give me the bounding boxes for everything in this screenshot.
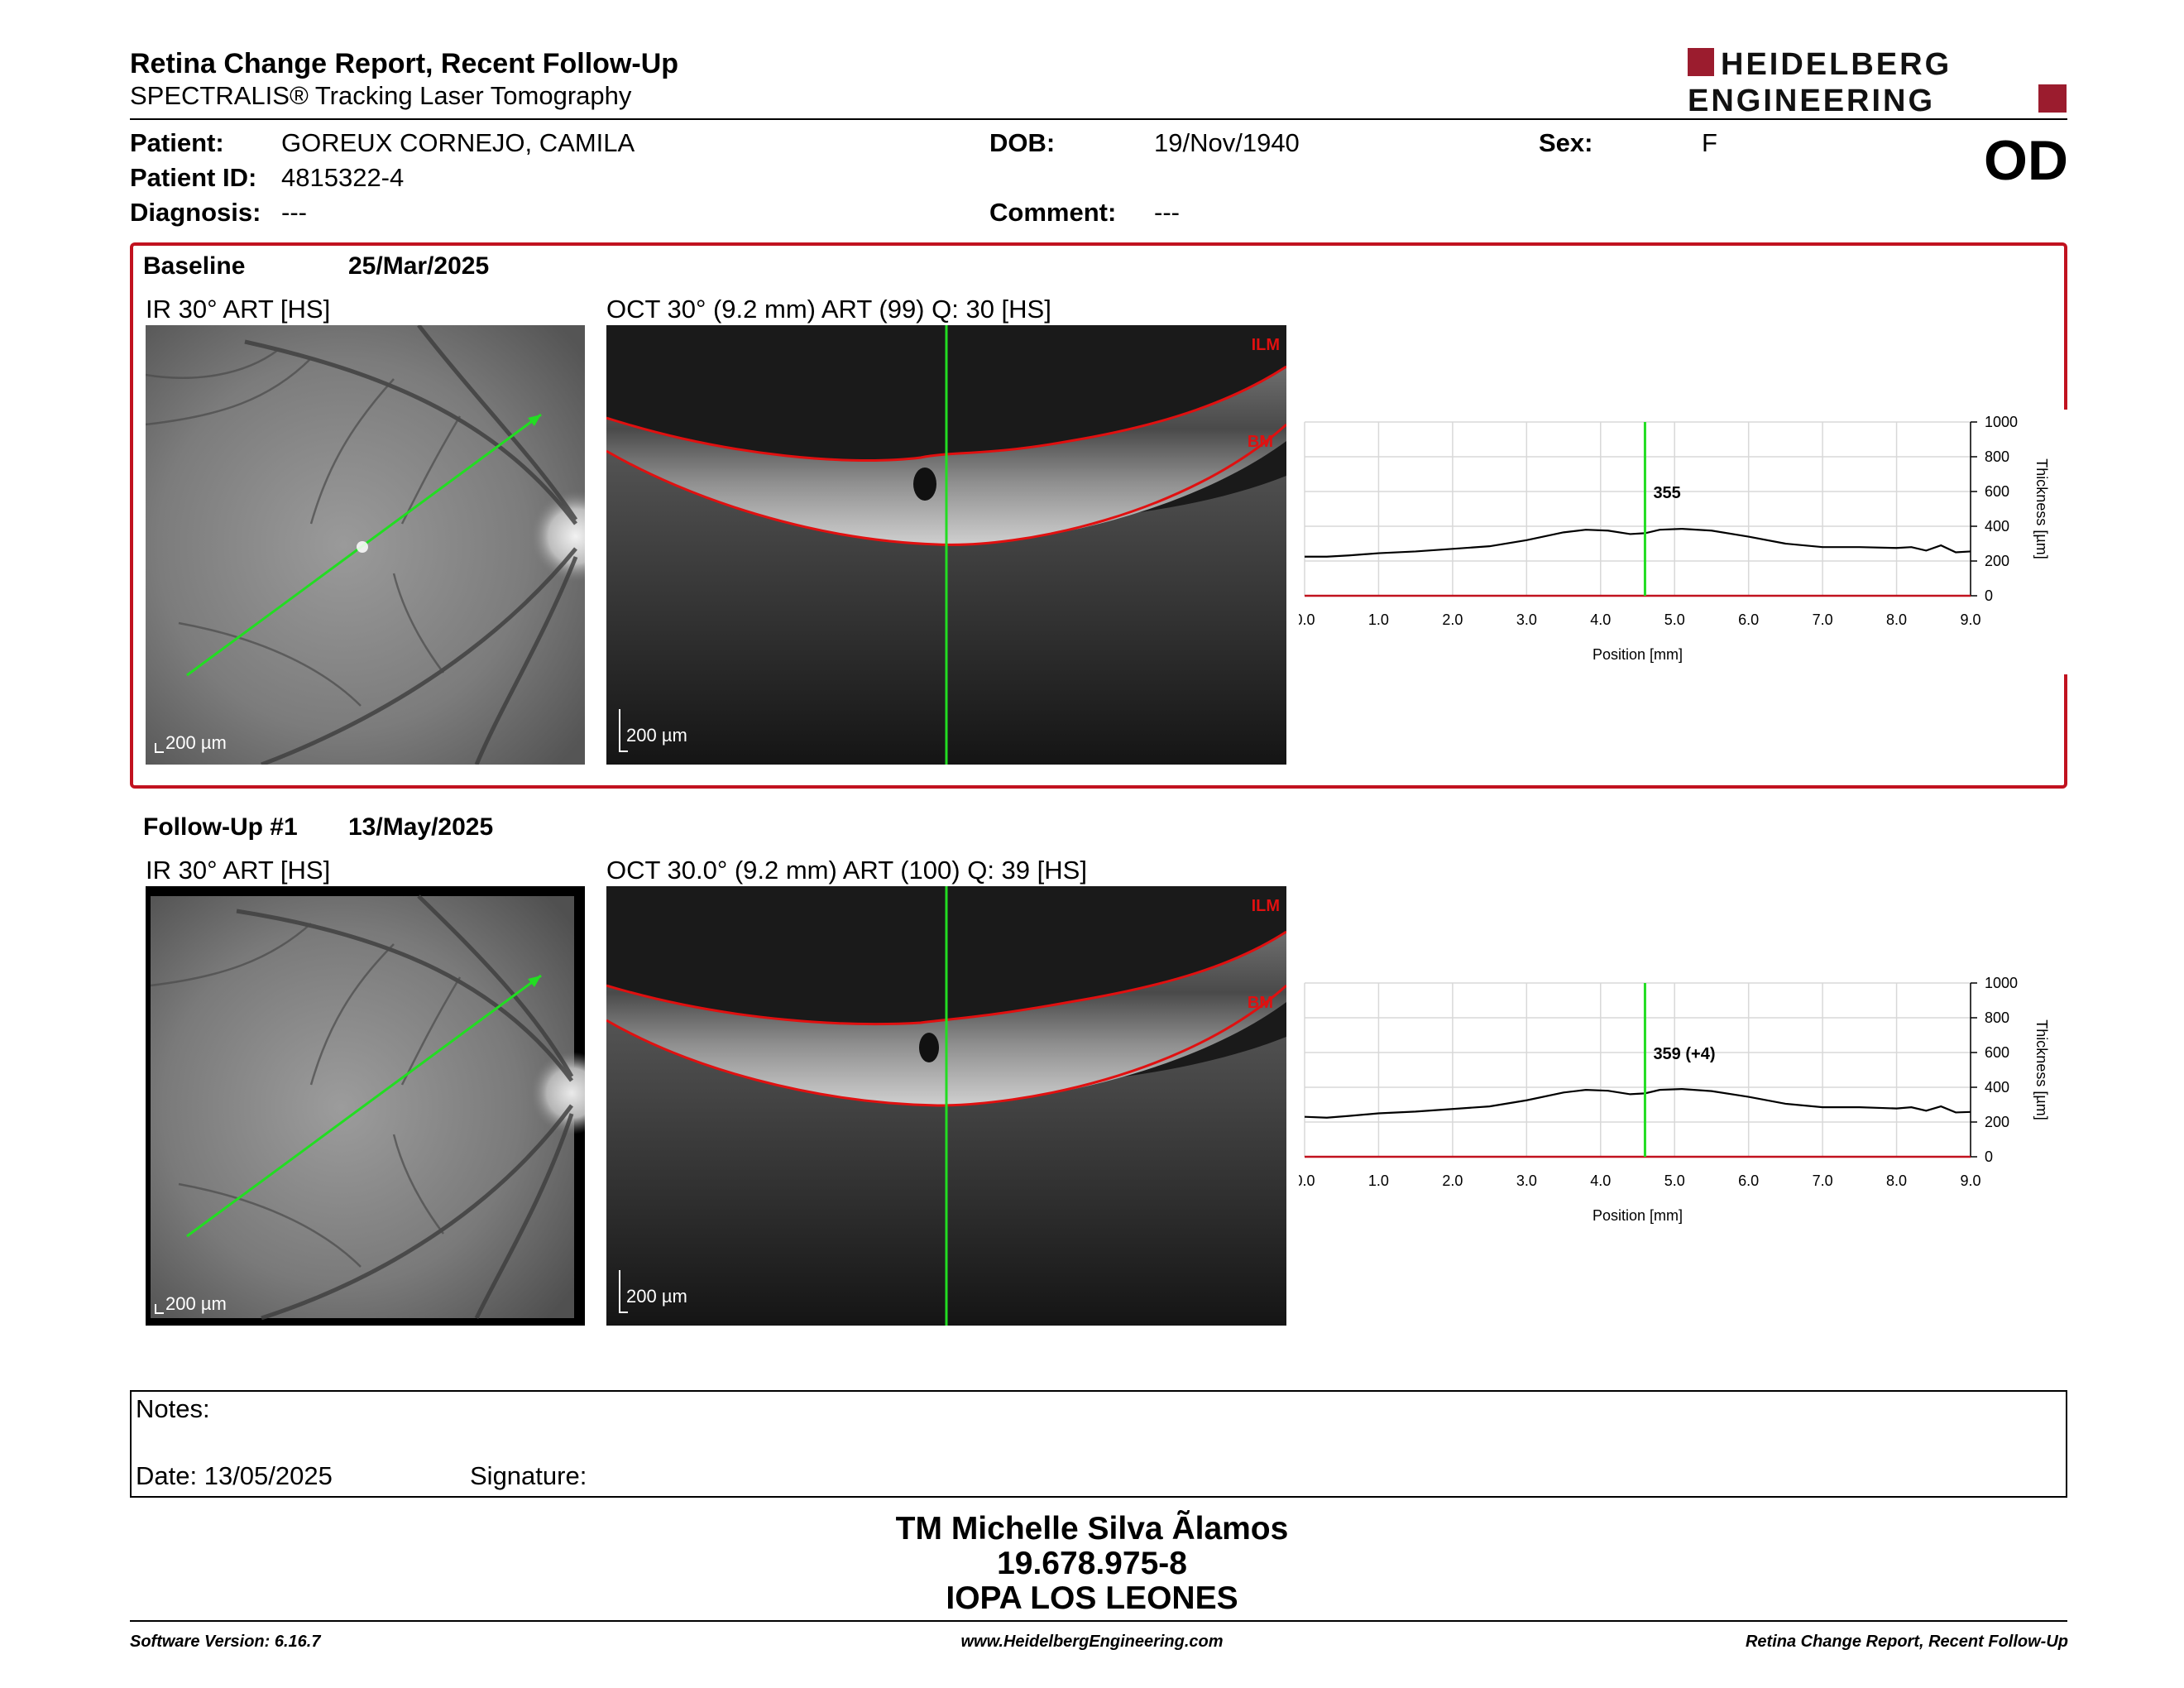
footer-website-link[interactable]: www.HeidelbergEngineering.com [960, 1633, 1224, 1651]
baseline-ir-fundus-image: 200 µm [146, 325, 585, 765]
footer-software-version: Software Version: 6.16.7 [130, 1633, 321, 1651]
followup-oct-label: OCT 30.0° (9.2 mm) ART (100) Q: 39 [HS] [606, 856, 1087, 885]
followup-y-tick-label: 400 [1985, 1079, 2009, 1096]
baseline-x-tick-label: 6.0 [1738, 611, 1759, 628]
signatory-institution: IOPA LOS LEONES [946, 1580, 1238, 1616]
sex-value: F [1702, 128, 1717, 157]
followup-oct-bscan-image: ILM BM 200 µm [606, 886, 1286, 1326]
followup-x-tick-label: 9.0 [1960, 1172, 1980, 1189]
followup-scan-line [186, 974, 542, 1238]
signatory-name: TM Michelle Silva Ãlamos [895, 1511, 1289, 1547]
dob-label: DOB: [989, 128, 1056, 157]
followup-thickness-series-line [1304, 1087, 1971, 1119]
comment-value: --- [1154, 198, 1180, 227]
baseline-oct-bscan-image: ILM BM 200 µm [606, 325, 1286, 765]
followup-bm-label: BM [1248, 994, 1273, 1012]
baseline-ilm-boundary [606, 365, 1286, 462]
followup-x-tick-label: 7.0 [1813, 1172, 1833, 1189]
baseline-bm-label: BM [1248, 433, 1273, 451]
followup-date: 13/May/2025 [348, 813, 494, 841]
baseline-oct-scale: 200 µm [626, 725, 687, 746]
baseline-thickness-series-line [1305, 528, 1971, 558]
baseline-y-tick-label: 200 [1985, 553, 2009, 569]
baseline-title: Baseline [143, 252, 246, 280]
header-rule [130, 118, 2067, 120]
notes-box [130, 1390, 2067, 1498]
baseline-thickness-chart: 0.0 1.0 2.0 3.0 4.0 5.0 6.0 7.0 8.0 9.0 0 200 400 600… [1299, 410, 2068, 674]
sex-label: Sex: [1539, 128, 1593, 157]
followup-x-tick-label: 2.0 [1442, 1172, 1463, 1189]
followup-y-tick-label: 0 [1985, 1149, 1993, 1165]
patient-label: Patient: [130, 128, 224, 157]
patient-id-label: Patient ID: [130, 163, 257, 192]
baseline-y-axis-label: Thickness [µm] [2033, 458, 2050, 559]
followup-thickness-chart: 0.0 1.0 2.0 3.0 4.0 5.0 6.0 7.0 8.0 9.0 0 200 400 600… [1299, 971, 2068, 1235]
baseline-x-tick-label: 2.0 [1442, 611, 1463, 628]
followup-x-tick-label: 3.0 [1516, 1172, 1537, 1189]
baseline-y-tick-label: 800 [1985, 448, 2009, 465]
followup-y-tick-label: 800 [1985, 1009, 2009, 1026]
baseline-y-tick-label: 0 [1985, 587, 1993, 604]
baseline-x-axis-label: Position [mm] [1592, 646, 1683, 663]
baseline-ir-label: IR 30° ART [HS] [146, 295, 331, 324]
baseline-x-tick-label: 9.0 [1960, 611, 1980, 628]
followup-x-tick-label: 8.0 [1886, 1172, 1907, 1189]
followup-oct-scale: 200 µm [626, 1286, 687, 1307]
baseline-y-tick-label: 400 [1985, 518, 2009, 535]
baseline-oct-label: OCT 30° (9.2 mm) ART (99) Q: 30 [HS] [606, 295, 1051, 324]
signatory-rut: 19.678.975-8 [997, 1546, 1187, 1581]
baseline-bm-boundary [606, 423, 1286, 546]
followup-x-tick-label: 0.0 [1299, 1172, 1315, 1189]
baseline-date: 25/Mar/2025 [348, 252, 490, 280]
scan-arrow-icon [528, 415, 541, 426]
report-title: Retina Change Report, Recent Follow-Up [130, 48, 679, 79]
followup-ir-scale: 200 µm [165, 1293, 227, 1314]
baseline-marker-value-label: 355 [1653, 484, 1680, 502]
notes-label: Notes: [136, 1394, 210, 1423]
footer-rule [130, 1620, 2067, 1622]
baseline-y-tick-label: 1000 [1985, 414, 2018, 430]
signature-label: Signature: [470, 1461, 587, 1490]
followup-marker-value-label: 359 (+4) [1653, 1045, 1715, 1063]
followup-y-axis-label: Thickness [µm] [2033, 1019, 2050, 1120]
baseline-x-tick-label: 7.0 [1813, 611, 1833, 628]
logo-line2: ENGINEERING [1688, 84, 1935, 116]
comment-label: Comment: [989, 198, 1117, 227]
baseline-y-tick-label: 600 [1985, 483, 2009, 500]
followup-ilm-label: ILM [1252, 897, 1280, 915]
notes-date: Date: 13/05/2025 [136, 1461, 333, 1490]
baseline-ilm-label: ILM [1252, 336, 1280, 354]
followup-y-tick-label: 1000 [1985, 975, 2018, 991]
followup-ir-fundus-image: 200 µm [146, 886, 585, 1326]
footer-report-name: Retina Change Report, Recent Follow-Up [1745, 1633, 2068, 1651]
patient-name: GOREUX CORNEJO, CAMILA [281, 128, 635, 157]
followup-x-tick-label: 4.0 [1590, 1172, 1611, 1189]
baseline-ir-scale: 200 µm [165, 732, 227, 753]
diagnosis-value: --- [281, 198, 307, 227]
followup-scan-arrow-icon [528, 976, 541, 987]
followup-x-axis-label: Position [mm] [1592, 1207, 1683, 1224]
followup-ilm-boundary [606, 930, 1286, 1026]
baseline-x-tick-label: 8.0 [1886, 611, 1907, 628]
dob-value: 19/Nov/1940 [1154, 128, 1300, 157]
baseline-x-tick-label: 3.0 [1516, 611, 1537, 628]
followup-x-tick-label: 1.0 [1368, 1172, 1389, 1189]
followup-ir-label: IR 30° ART [HS] [146, 856, 331, 885]
baseline-x-tick-label: 0.0 [1299, 611, 1315, 628]
logo-line1: HEIDELBERG [1721, 47, 1952, 82]
patient-id-value: 4815322-4 [281, 163, 405, 192]
followup-x-tick-label: 5.0 [1664, 1172, 1685, 1189]
eye-indicator: OD [1984, 129, 2068, 192]
followup-y-tick-label: 200 [1985, 1114, 2009, 1130]
followup-y-tick-label: 600 [1985, 1044, 2009, 1061]
diagnosis-label: Diagnosis: [130, 198, 261, 227]
baseline-x-tick-label: 1.0 [1368, 611, 1389, 628]
heidelberg-logo: HEIDELBERG ENGINEERING [1688, 46, 2068, 120]
baseline-x-tick-label: 4.0 [1590, 611, 1611, 628]
followup-title: Follow-Up #1 [143, 813, 298, 841]
baseline-x-tick-label: 5.0 [1664, 611, 1685, 628]
report-subtitle: SPECTRALIS® Tracking Laser Tomography [130, 81, 632, 110]
followup-x-tick-label: 6.0 [1738, 1172, 1759, 1189]
followup-bm-boundary [606, 984, 1286, 1107]
